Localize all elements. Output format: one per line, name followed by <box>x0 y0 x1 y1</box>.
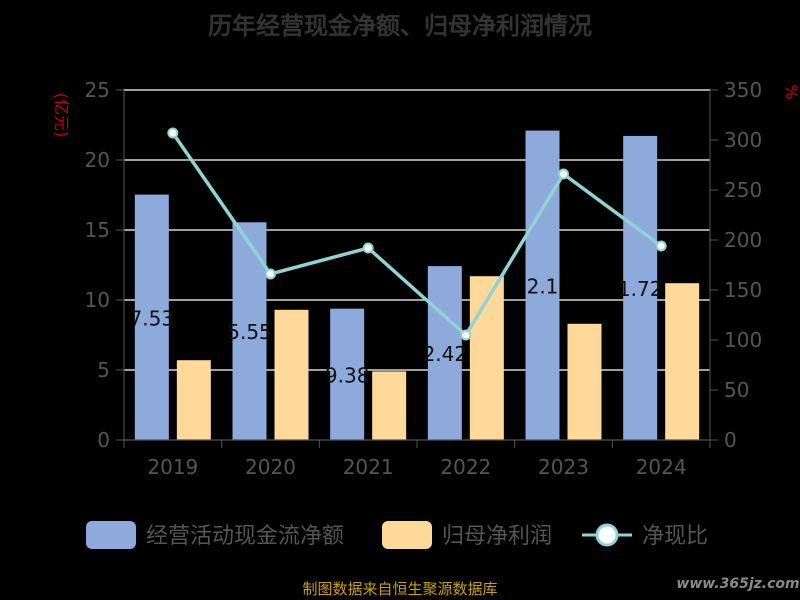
bar-cash-flow-2022 <box>427 266 462 440</box>
right-tick-label: 250 <box>724 178 762 202</box>
bar-net-profit-2024 <box>665 283 700 440</box>
x-tick-label-2019: 2019 <box>147 455 198 479</box>
value-label-cash-flow-2021: 9.38 <box>325 363 370 387</box>
x-tick-label-2020: 2020 <box>245 455 296 479</box>
value-label-cash-flow-2022: 2.42 <box>423 342 468 366</box>
x-tick-label-2023: 2023 <box>538 455 589 479</box>
right-tick-label: 150 <box>724 278 762 302</box>
x-axis: 2019 2020 2021 2022 2023 2024 <box>123 90 711 479</box>
value-label-cash-flow-2024: 1.72 <box>618 277 663 301</box>
bars <box>134 130 700 441</box>
right-axis-ticks: 0 50 100 150 200 250 300 350 <box>710 78 762 452</box>
legend-label-cash-flow: 经营活动现金流净额 <box>146 524 344 549</box>
bar-cash-flow-2023 <box>525 130 560 440</box>
value-label-cash-flow-2020: 5.55 <box>227 320 272 344</box>
bar-net-profit-2020 <box>274 309 309 440</box>
left-axis-unit: (亿元) <box>52 93 71 138</box>
right-tick-label: 0 <box>724 428 737 452</box>
gridlines <box>124 89 710 371</box>
legend-swatch-cash-flow <box>86 521 136 549</box>
bar-net-profit-2019 <box>176 360 211 440</box>
x-tick-label-2024: 2024 <box>636 455 687 479</box>
value-label-cash-flow-2023: 2.1 <box>527 274 559 298</box>
value-label-cash-flow-2019: 7.53 <box>130 306 175 330</box>
legend: 经营活动现金流净额 归母净利润 净现比 <box>86 521 708 549</box>
value-labels: 7.53 5.55 9.38 2.42 2.1 1.72 <box>130 274 663 387</box>
watermark: www.365jz.com <box>676 576 799 592</box>
data-source-note: 制图数据来自恒生聚源数据库 <box>302 580 497 598</box>
legend-swatch-net-profit <box>382 521 432 549</box>
ratio-point-2020 <box>265 268 276 280</box>
right-tick-label: 350 <box>724 78 762 102</box>
left-tick-label: 15 <box>85 218 110 242</box>
right-axis-unit: % <box>782 84 800 99</box>
chart-title: 历年经营现金净额、归母净利润情况 <box>208 12 592 40</box>
bar-cash-flow-2021 <box>330 308 365 440</box>
bar-cash-flow-2024 <box>623 135 658 441</box>
ratio-point-2019 <box>167 127 179 139</box>
x-tick-label-2022: 2022 <box>440 455 491 479</box>
ratio-line-path <box>171 132 663 338</box>
right-tick-label: 300 <box>724 128 762 152</box>
left-tick-label: 0 <box>97 428 110 452</box>
ratio-line <box>167 127 667 341</box>
right-tick-label: 200 <box>724 228 762 252</box>
ratio-point-2022 <box>460 329 472 341</box>
ratio-point-2021 <box>362 242 374 254</box>
left-axis-ticks: 0 5 10 15 20 25 <box>85 78 124 452</box>
bar-cash-flow-2019 <box>134 194 169 440</box>
left-tick-label: 10 <box>85 288 110 312</box>
ratio-point-2024 <box>655 240 667 252</box>
bar-net-profit-2023 <box>567 323 602 440</box>
left-tick-label: 25 <box>85 78 110 102</box>
legend-label-ratio: 净现比 <box>642 524 708 549</box>
right-tick-label: 50 <box>724 378 749 402</box>
right-tick-label: 100 <box>724 328 762 352</box>
left-tick-label: 5 <box>97 358 110 382</box>
bar-net-profit-2021 <box>372 371 407 440</box>
legend-marker-ratio <box>595 523 619 547</box>
legend-label-net-profit: 归母净利润 <box>442 524 552 549</box>
ratio-point-2023 <box>558 168 569 180</box>
x-tick-label-2021: 2021 <box>343 455 394 479</box>
left-tick-label: 20 <box>85 148 110 172</box>
